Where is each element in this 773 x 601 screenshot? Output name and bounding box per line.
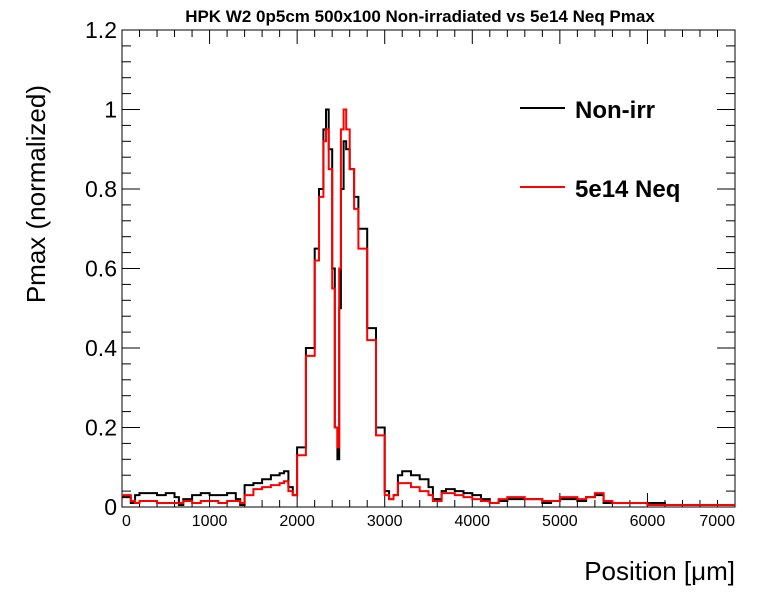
x-tick-label: 3000 xyxy=(367,513,403,530)
series-line-non-irr xyxy=(122,108,735,506)
legend-label-non-irr: Non-irr xyxy=(575,97,655,124)
chart-title: HPK W2 0p5cm 500x100 Non-irradiated vs 5… xyxy=(185,7,655,26)
legend: Non-irr 5e14 Neq xyxy=(520,97,680,203)
x-tick-label: 1000 xyxy=(192,513,228,530)
y-axis-title: Pmax (normalized) xyxy=(21,85,51,303)
y-tick-label: 1.2 xyxy=(85,17,117,43)
data-series xyxy=(122,108,735,506)
legend-label-5e14-neq: 5e14 Neq xyxy=(575,176,680,203)
y-tick-label: 0.4 xyxy=(85,335,117,361)
x-tick-label: 7000 xyxy=(699,513,735,530)
y-tick-label: 0 xyxy=(104,494,117,520)
y-tick-label: 0.8 xyxy=(85,176,117,202)
series-line-5e14-neq xyxy=(122,108,735,506)
x-tick-label: 5000 xyxy=(542,513,578,530)
x-tick-label: 4000 xyxy=(454,513,490,530)
x-axis-title: Position [μm] xyxy=(584,556,735,586)
y-tick-label: 0.2 xyxy=(85,415,117,441)
x-tick-label: 6000 xyxy=(630,513,666,530)
y-tick-label: 0.6 xyxy=(85,256,117,282)
x-tick-label: 2000 xyxy=(279,513,315,530)
axis-ticks: 0 0.2 0.4 0.6 0.8 1 1.2 0 1000 2000 3000 4000 5000 60… xyxy=(85,17,736,530)
y-tick-label: 1 xyxy=(104,97,117,123)
x-tick-label: 0 xyxy=(122,513,131,530)
